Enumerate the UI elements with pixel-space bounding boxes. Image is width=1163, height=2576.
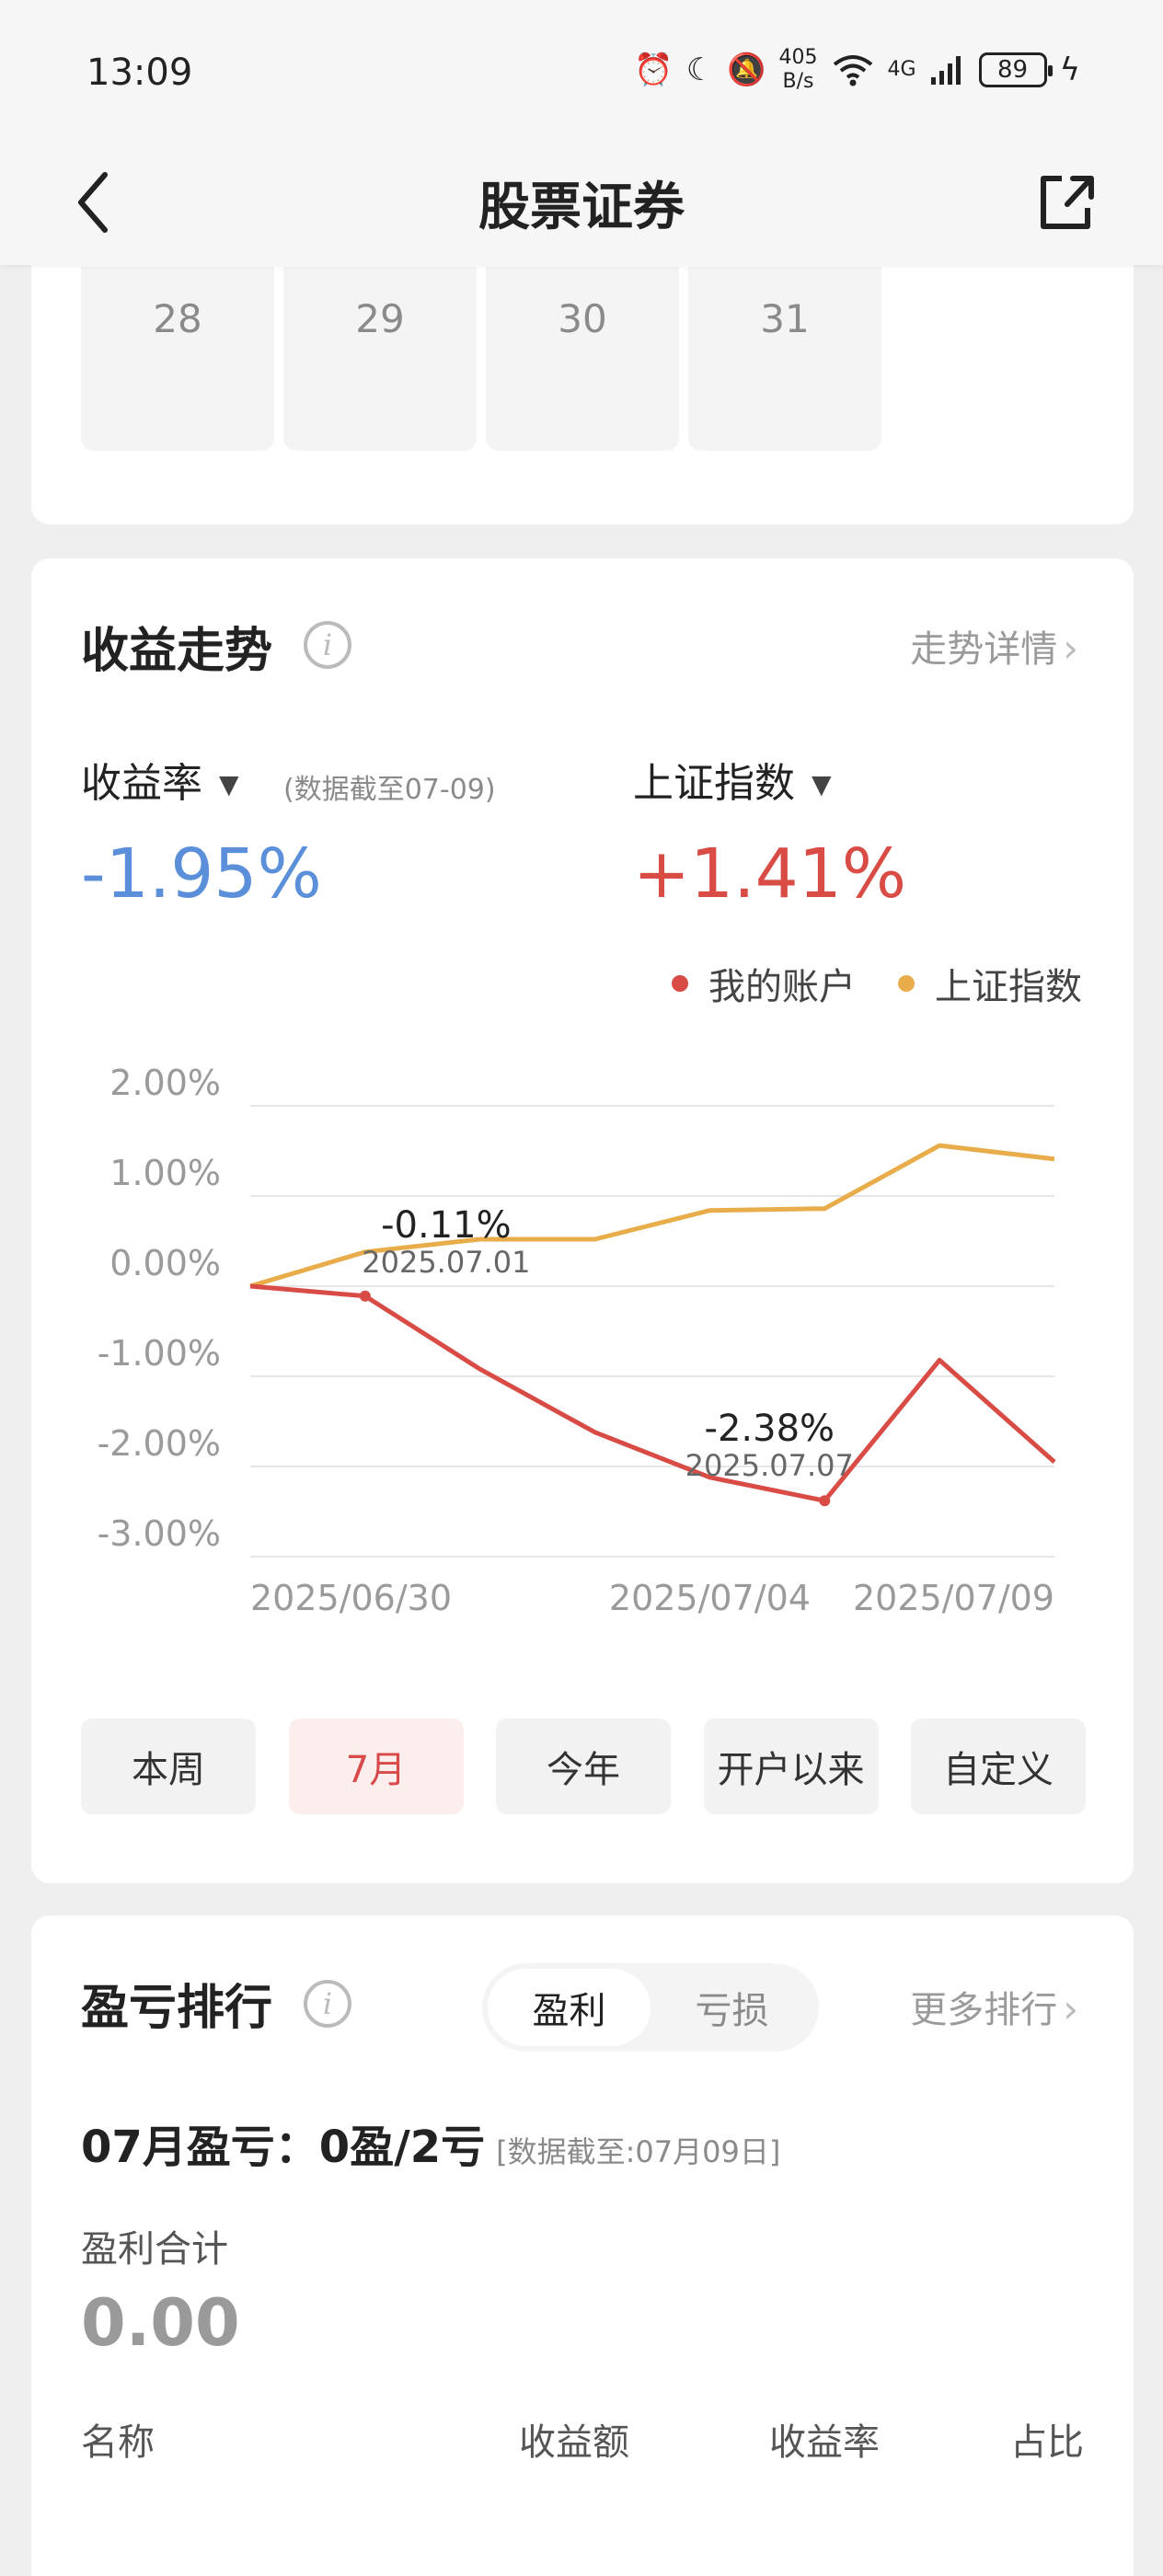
wifi-icon (833, 55, 872, 86)
column-header-amount: 收益额 (519, 2421, 629, 2464)
period-button[interactable]: 今年 (496, 1719, 671, 1814)
column-header-share: 占比 (1010, 2421, 1084, 2464)
trend-detail-link[interactable]: 走势详情 › (910, 626, 1078, 671)
chevron-right-icon: › (1063, 1986, 1078, 2031)
period-button[interactable]: 自定义 (911, 1719, 1086, 1814)
net-speed: 405 B/s (778, 46, 818, 93)
month-summary: 07月盈亏：0盈/2亏 [数据截至:07月09日] (81, 2122, 781, 2173)
y-tick-label: -2.00% (98, 1423, 221, 1464)
data-point (819, 1495, 831, 1507)
info-icon[interactable]: i (304, 621, 351, 669)
column-header-name: 名称 (81, 2421, 155, 2464)
alarm-icon: ⏰ (634, 52, 674, 88)
y-tick-label: -1.00% (98, 1333, 221, 1374)
period-button[interactable]: 本周 (81, 1719, 256, 1814)
y-tick-label: -3.00% (98, 1513, 221, 1554)
month-note: [数据截至:07月09日] (496, 2134, 781, 2169)
data-label: -0.11% (381, 1204, 512, 1247)
data-label-date: 2025.07.01 (362, 1245, 530, 1280)
bell-off-icon: 🔕 (727, 52, 766, 88)
page-title: 股票证券 (478, 178, 685, 237)
calendar-day[interactable]: 30 (486, 267, 679, 451)
x-tick-label: 2025/07/09 (853, 1578, 1054, 1618)
ranking-card: 盈亏排行 i 盈利 亏损 更多排行 › 07月盈亏：0盈/2亏 [数据截至:07月0… (31, 1915, 1134, 2576)
profit-total-label: 盈利合计 (81, 2228, 228, 2271)
dropdown-triangle-icon: ▼ (219, 769, 239, 799)
legend-dot (672, 975, 688, 992)
period-button[interactable]: 开户以来 (703, 1719, 879, 1814)
profit-loss-toggle: 盈利 亏损 (482, 1963, 819, 2052)
charging-icon: ϟ (1059, 52, 1080, 88)
moon-icon: ☾ (685, 52, 715, 88)
trend-card: 收益走势 i 走势详情 › 收益率 ▼ (数据截至07-09) -1.95% 上证指… (31, 558, 1134, 1883)
index-selector[interactable]: 上证指数 ▼ (633, 760, 832, 807)
status-icons: ⏰ ☾ 🔕 405 B/s 4G 89 ϟ (634, 46, 1080, 94)
return-rate-value: -1.95% (81, 834, 322, 914)
signal-icon (930, 56, 961, 85)
share-icon[interactable] (1034, 166, 1099, 239)
return-rate-selector[interactable]: 收益率 ▼ (81, 760, 239, 807)
index-value: +1.41% (633, 834, 907, 914)
tab-loss[interactable]: 亏损 (651, 1969, 813, 2046)
nav-bar: 股票证券 (0, 138, 1163, 265)
period-button[interactable]: 7月 (288, 1719, 464, 1814)
info-icon[interactable]: i (304, 1980, 351, 2028)
calendar-day[interactable]: 28 (81, 267, 274, 451)
tab-profit[interactable]: 盈利 (488, 1969, 651, 2046)
more-ranking-link[interactable]: 更多排行 › (910, 1986, 1078, 2031)
chevron-right-icon: › (1063, 626, 1078, 671)
data-date-note: (数据截至07-09) (283, 774, 496, 806)
profit-total-value: 0.00 (81, 2285, 240, 2361)
period-selector: 本周 7月 今年 开户以来 自定义 (81, 1719, 1086, 1814)
data-point (359, 1290, 371, 1302)
y-tick-label: 0.00% (109, 1243, 221, 1283)
data-label: -2.38% (705, 1408, 835, 1450)
series-line (249, 1143, 1055, 1289)
trend-title: 收益走势 (81, 624, 273, 679)
battery-icon: 89 (978, 52, 1053, 87)
column-header-rate: 收益率 (769, 2421, 880, 2464)
legend-item-account: 我的账户 (672, 957, 856, 1010)
calendar-day[interactable]: 29 (283, 267, 477, 451)
chart-legend: 我的账户 上证指数 (672, 957, 1082, 1010)
back-icon[interactable] (68, 166, 123, 239)
series-line (249, 1283, 1056, 1503)
data-label-date: 2025.07.07 (685, 1448, 854, 1483)
y-tick-label: 2.00% (109, 1063, 221, 1103)
x-tick-label: 2025/06/30 (250, 1578, 452, 1618)
signal-type: 4G (887, 58, 916, 81)
dropdown-triangle-icon: ▼ (812, 769, 832, 799)
calendar-day[interactable]: 31 (688, 267, 881, 451)
calendar-card: 28 29 30 31 (31, 221, 1134, 524)
status-bar: 13:09 ⏰ ☾ 🔕 405 B/s 4G 89 ϟ (0, 0, 1163, 138)
status-time: 13:09 (86, 52, 193, 94)
legend-dot (898, 975, 915, 992)
legend-item-index: 上证指数 (898, 957, 1082, 1010)
y-tick-label: 1.00% (109, 1153, 221, 1193)
ranking-title: 盈亏排行 (81, 1981, 273, 2036)
x-tick-label: 2025/07/04 (609, 1578, 811, 1618)
trend-chart[interactable]: 2.00%1.00%0.00%-1.00%-2.00%-3.00%-0.11%2… (0, 0, 1163, 1656)
